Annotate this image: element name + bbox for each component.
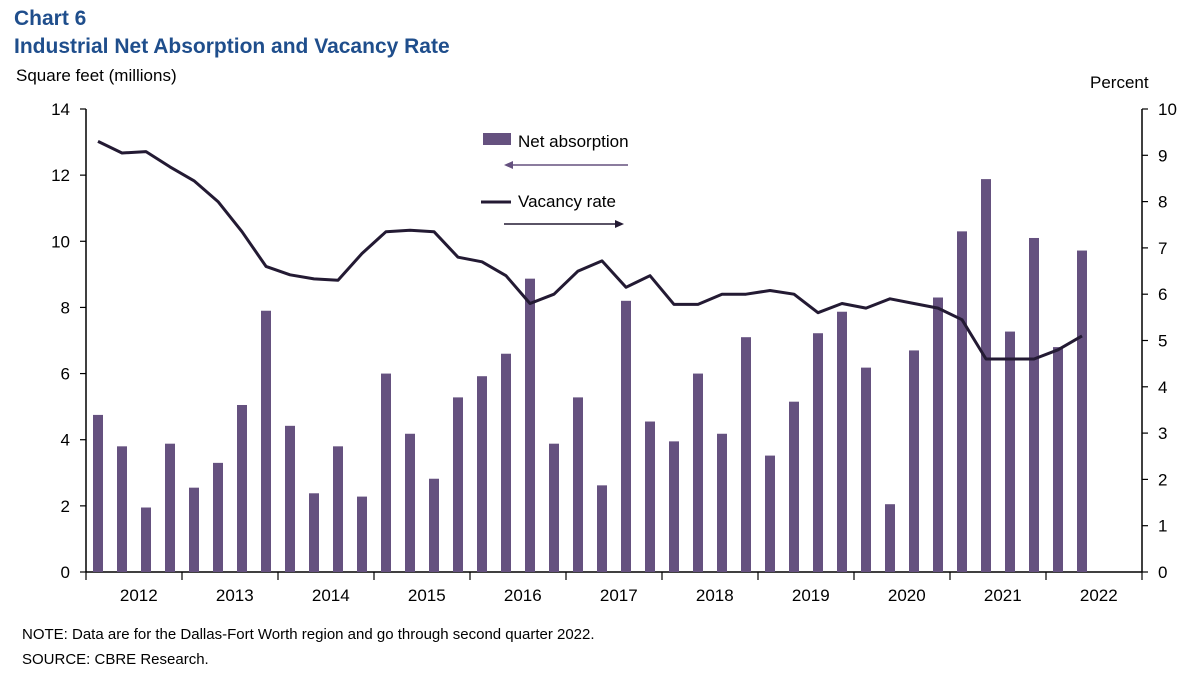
bar-net-absorption xyxy=(1029,237,1039,572)
bar-net-absorption xyxy=(837,311,847,572)
bar-net-absorption xyxy=(933,297,943,572)
bar-net-absorption xyxy=(741,337,751,572)
left-tick-label: 14 xyxy=(51,100,70,119)
right-tick-label: 5 xyxy=(1158,332,1167,351)
bar-net-absorption xyxy=(189,487,199,572)
left-tick-label: 0 xyxy=(61,563,70,582)
right-axis-label: Percent xyxy=(1090,73,1149,92)
line-vacancy-rate xyxy=(97,140,1083,361)
bar-net-absorption xyxy=(477,376,487,572)
left-tick-label: 10 xyxy=(51,232,70,251)
bar-net-absorption xyxy=(957,231,967,572)
bar-net-absorption xyxy=(309,493,319,572)
x-tick-label: 2014 xyxy=(312,586,350,605)
left-tick-label: 4 xyxy=(61,431,70,450)
right-tick-label: 2 xyxy=(1158,470,1167,489)
bar-net-absorption xyxy=(717,433,727,572)
right-tick-label: 9 xyxy=(1158,146,1167,165)
left-tick-label: 8 xyxy=(61,298,70,317)
right-tick-label: 10 xyxy=(1158,100,1177,119)
bar-net-absorption xyxy=(525,278,535,572)
bar-net-absorption xyxy=(429,478,439,572)
legend-label-net-absorption: Net absorption xyxy=(518,132,629,151)
x-tick-label: 2020 xyxy=(888,586,926,605)
bar-net-absorption xyxy=(597,485,607,572)
right-tick-label: 8 xyxy=(1158,193,1167,212)
legend-swatch-net-absorption xyxy=(483,133,511,145)
bar-net-absorption xyxy=(981,179,991,572)
right-tick-label: 1 xyxy=(1158,517,1167,536)
bar-net-absorption xyxy=(501,353,511,572)
left-tick-label: 6 xyxy=(61,365,70,384)
bar-net-absorption xyxy=(141,507,151,572)
bar-net-absorption xyxy=(213,462,223,572)
bar-net-absorption xyxy=(885,504,895,572)
bar-net-absorption xyxy=(549,443,559,572)
arrow-left-icon xyxy=(504,161,513,169)
x-tick-label: 2021 xyxy=(984,586,1022,605)
bar-net-absorption xyxy=(237,404,247,572)
left-axis-label: Square feet (millions) xyxy=(16,66,177,85)
bar-net-absorption xyxy=(405,433,415,572)
bar-net-absorption xyxy=(669,441,679,572)
bar-net-absorption xyxy=(909,350,919,572)
right-tick-label: 4 xyxy=(1158,378,1167,397)
bar-net-absorption xyxy=(333,446,343,572)
bar-net-absorption xyxy=(765,455,775,572)
bar-net-absorption xyxy=(93,414,103,572)
bar-net-absorption xyxy=(1077,250,1087,572)
chart-number: Chart 6 xyxy=(14,7,87,30)
right-tick-label: 6 xyxy=(1158,285,1167,304)
bar-net-absorption xyxy=(861,367,871,572)
bar-net-absorption xyxy=(261,310,271,572)
footnote: NOTE: Data are for the Dallas-Fort Worth… xyxy=(22,626,595,643)
x-tick-label: 2019 xyxy=(792,586,830,605)
bar-net-absorption xyxy=(693,373,703,572)
right-tick-label: 0 xyxy=(1158,563,1167,582)
left-tick-label: 2 xyxy=(61,497,70,516)
left-tick-label: 12 xyxy=(51,166,70,185)
bar-series xyxy=(93,179,1087,572)
arrow-right-icon xyxy=(615,220,624,228)
x-tick-label: 2017 xyxy=(600,586,638,605)
x-tick-label: 2018 xyxy=(696,586,734,605)
x-tick-label: 2022 xyxy=(1080,586,1118,605)
bar-net-absorption xyxy=(381,373,391,572)
right-tick-label: 7 xyxy=(1158,239,1167,258)
bar-net-absorption xyxy=(357,496,367,572)
x-tick-label: 2012 xyxy=(120,586,158,605)
bar-net-absorption xyxy=(645,421,655,572)
right-tick-label: 3 xyxy=(1158,424,1167,443)
bar-net-absorption xyxy=(453,397,463,572)
x-tick-label: 2013 xyxy=(216,586,254,605)
bar-net-absorption xyxy=(117,446,127,572)
bar-net-absorption xyxy=(165,443,175,572)
chart-title: Industrial Net Absorption and Vacancy Ra… xyxy=(14,35,450,58)
bar-net-absorption xyxy=(1053,347,1063,572)
x-tick-label: 2015 xyxy=(408,586,446,605)
line-series xyxy=(97,140,1083,361)
bar-net-absorption xyxy=(285,425,295,572)
legend-label-vacancy-rate: Vacancy rate xyxy=(518,192,616,211)
x-tick-label: 2016 xyxy=(504,586,542,605)
bar-net-absorption xyxy=(789,401,799,572)
source-note: SOURCE: CBRE Research. xyxy=(22,651,209,668)
bar-net-absorption xyxy=(1005,331,1015,572)
legend: Net absorption Vacancy rate xyxy=(481,132,629,228)
bar-net-absorption xyxy=(813,333,823,572)
bar-net-absorption xyxy=(621,300,631,572)
bar-net-absorption xyxy=(573,397,583,572)
